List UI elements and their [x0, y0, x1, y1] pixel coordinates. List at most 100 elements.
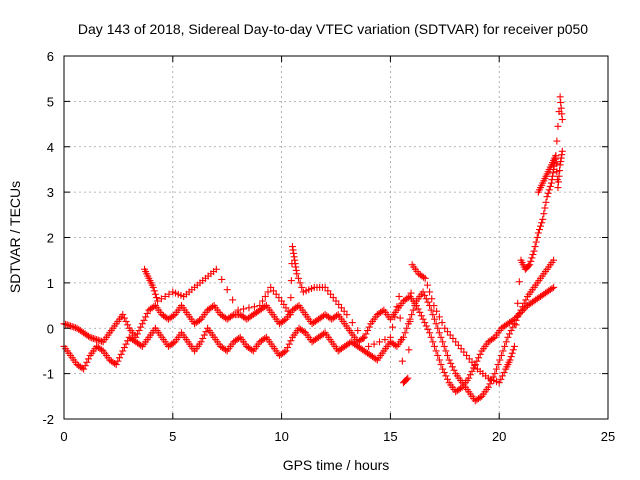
data-point — [246, 313, 254, 321]
data-point — [150, 287, 158, 295]
data-point — [261, 292, 269, 300]
data-point — [398, 357, 406, 365]
data-point — [424, 325, 432, 333]
data-point — [318, 313, 326, 321]
data-point — [65, 349, 73, 357]
data-point — [398, 299, 406, 307]
data-point — [483, 386, 491, 394]
data-point — [528, 254, 536, 262]
data-point — [520, 299, 528, 307]
data-point — [433, 307, 441, 315]
data-point — [535, 277, 543, 285]
data-point — [223, 286, 231, 294]
data-point — [119, 347, 127, 355]
data-point — [476, 350, 484, 358]
data-point — [364, 327, 372, 335]
data-point — [96, 337, 104, 345]
data-point — [475, 354, 483, 362]
data-point — [486, 380, 494, 388]
data-point — [228, 340, 236, 348]
data-point — [71, 324, 79, 332]
data-point — [284, 344, 292, 352]
data-point — [359, 334, 367, 342]
data-point — [396, 314, 404, 322]
data-point — [280, 316, 288, 324]
data-point — [497, 351, 505, 359]
data-point — [381, 336, 389, 344]
data-point — [324, 313, 332, 321]
data-point — [156, 308, 164, 316]
data-point — [298, 327, 306, 335]
data-point — [152, 294, 160, 302]
data-point — [290, 253, 298, 261]
data-point — [417, 312, 425, 320]
data-point — [109, 358, 117, 366]
data-point — [157, 295, 165, 303]
data-point — [428, 295, 436, 303]
data-point — [439, 338, 447, 346]
data-point — [504, 333, 512, 341]
data-point — [515, 278, 523, 286]
y-tick-label: 1 — [47, 276, 54, 291]
data-point — [546, 182, 554, 190]
data-point — [473, 357, 481, 365]
data-point — [279, 349, 287, 357]
data-point — [284, 307, 292, 315]
data-point — [372, 355, 380, 363]
data-point — [538, 181, 546, 189]
data-point — [344, 340, 352, 348]
data-point — [507, 327, 515, 335]
data-point — [417, 290, 425, 298]
y-tick-label: 4 — [47, 140, 54, 155]
data-point — [463, 386, 471, 394]
data-point — [440, 342, 448, 350]
data-point — [403, 324, 411, 332]
data-point — [339, 317, 347, 325]
data-point — [455, 386, 463, 394]
data-point — [492, 378, 500, 386]
y-tick-label: -1 — [42, 367, 54, 382]
data-point — [63, 321, 71, 329]
data-point — [111, 322, 119, 330]
data-point — [133, 330, 141, 338]
data-point — [182, 336, 190, 344]
data-point — [508, 349, 516, 357]
data-point — [144, 272, 152, 280]
data-point — [124, 321, 132, 329]
data-point — [496, 327, 504, 335]
data-point — [294, 274, 302, 282]
data-point — [275, 294, 283, 302]
data-point — [365, 323, 373, 331]
data-point — [386, 333, 394, 341]
x-tick-label: 15 — [383, 429, 397, 444]
data-point — [76, 363, 84, 371]
data-point — [544, 189, 552, 197]
data-point — [194, 317, 202, 325]
data-point — [537, 222, 545, 230]
data-point — [482, 372, 490, 380]
data-point — [445, 356, 453, 364]
data-point — [250, 303, 258, 311]
data-point — [319, 330, 327, 338]
data-point — [120, 344, 128, 352]
data-point — [420, 273, 428, 281]
data-point — [202, 308, 210, 316]
data-point — [140, 316, 148, 324]
data-point — [421, 319, 429, 327]
data-point — [409, 306, 417, 314]
data-point — [515, 310, 523, 318]
data-point — [209, 331, 217, 339]
data-point — [117, 350, 125, 358]
data-point — [378, 349, 386, 357]
data-point — [287, 294, 295, 302]
data-point — [545, 186, 553, 194]
data-point — [169, 339, 177, 347]
data-point — [522, 296, 530, 304]
data-point — [329, 294, 337, 302]
data-point — [416, 308, 424, 316]
data-point — [500, 368, 508, 376]
y-axis-title: SDTVAR / TECUs — [7, 181, 23, 293]
data-point — [298, 283, 306, 291]
data-point — [215, 308, 223, 316]
